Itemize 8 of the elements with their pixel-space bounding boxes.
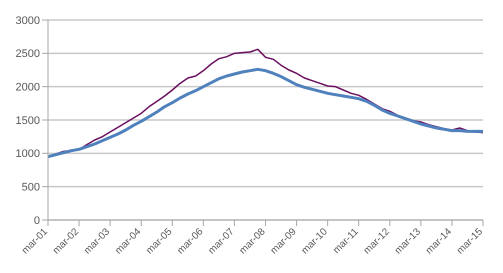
y-tick-label: 1500 <box>16 114 40 127</box>
line-series <box>48 68 483 158</box>
y-tick-label: 3000 <box>16 14 40 27</box>
y-tick-label: 0 <box>34 214 40 227</box>
y-tick-label: 2500 <box>16 48 40 60</box>
y-tick-label: 500 <box>22 182 40 194</box>
y-tick-label: 1000 <box>16 148 40 160</box>
y-tick-label: 2000 <box>16 82 40 94</box>
